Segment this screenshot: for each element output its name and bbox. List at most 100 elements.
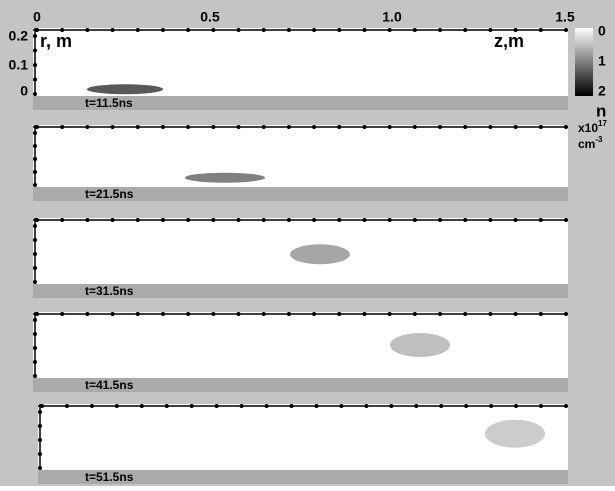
tick-dot (211, 218, 216, 222)
tick-dot (38, 452, 42, 456)
tick-dot (110, 312, 115, 316)
tick-dot (312, 28, 317, 32)
tick-dot (33, 332, 37, 336)
tick-dot (564, 404, 568, 408)
tick-dot (362, 218, 367, 222)
tick-dot (186, 218, 191, 222)
tick-dot (110, 125, 115, 129)
tick-dot (38, 424, 42, 428)
tick-dot (488, 28, 493, 32)
tick-dot (33, 318, 37, 322)
tick-dot (33, 63, 37, 67)
tick-dot (264, 404, 269, 408)
tick-dot (236, 125, 241, 129)
tick-dot (60, 125, 65, 129)
tick-dot (164, 404, 169, 408)
colorbar-tick: 1 (598, 53, 606, 69)
tick-dot (135, 312, 140, 316)
tick-dot (337, 125, 342, 129)
tick-dot (261, 125, 266, 129)
tick-dot (33, 48, 37, 53)
tick-dot (387, 125, 392, 129)
colorbar-label: n (596, 101, 606, 120)
tick-dot (364, 404, 369, 408)
tick-dot (239, 404, 244, 408)
tick-dot (362, 312, 367, 316)
tick-dot (33, 77, 37, 82)
tick-dot (35, 218, 39, 222)
tick-dot (489, 404, 494, 408)
tick-dot (463, 125, 468, 129)
tick-dot (513, 218, 518, 222)
tick-dot (389, 404, 394, 408)
tick-dot (337, 312, 342, 316)
time-label: t=21.5ns (85, 187, 134, 201)
tick-dot (439, 404, 444, 408)
tick-dot (387, 312, 392, 316)
tick-dot (110, 28, 115, 32)
tick-dot (312, 312, 317, 316)
density-blob (290, 244, 350, 265)
tick-dot (211, 312, 216, 316)
tick-dot (236, 312, 241, 316)
tick-dot (261, 312, 266, 316)
tick-dot (33, 131, 37, 135)
tick-dot (564, 28, 568, 32)
tick-dot (186, 28, 191, 32)
tick-dot (33, 183, 37, 187)
tick-dot (89, 404, 94, 408)
tick-dot (513, 125, 518, 129)
tick-dot (114, 404, 119, 408)
tick-dot (38, 466, 42, 470)
tick-dot (488, 312, 493, 316)
tick-dot (564, 125, 568, 129)
tick-dot (339, 404, 344, 408)
z-tick-label: 1.5 (555, 9, 575, 25)
r-tick-label: 0 (20, 83, 28, 99)
tick-dot (463, 218, 468, 222)
tick-dot (160, 125, 165, 129)
tick-dot (85, 28, 90, 32)
tick-dot (135, 125, 140, 129)
tick-dot (538, 218, 543, 222)
colorbar (575, 28, 593, 96)
tick-dot (186, 125, 191, 129)
label-band (33, 187, 568, 201)
tick-dot (33, 157, 37, 161)
tick-dot (387, 28, 392, 32)
tick-dot (513, 28, 518, 32)
r-tick-label: 0.1 (9, 57, 29, 73)
r-axis-label: r, m (40, 31, 72, 51)
tick-dot (211, 28, 216, 32)
tick-dot (463, 312, 468, 316)
tick-dot (464, 404, 469, 408)
r-tick-label: 0.2 (9, 28, 29, 44)
tick-dot (438, 218, 443, 222)
z-axis-label: z,m (494, 31, 524, 51)
tick-dot (488, 218, 493, 222)
tick-dot (38, 410, 42, 414)
tick-dot (160, 312, 165, 316)
tick-dot (33, 346, 37, 350)
tick-dot (214, 404, 219, 408)
panel (33, 125, 568, 187)
tick-dot (539, 404, 544, 408)
panel (38, 404, 568, 470)
tick-dot (33, 144, 37, 148)
tick-dot (261, 28, 266, 32)
tick-dot (514, 404, 519, 408)
tick-dot (33, 252, 37, 256)
tick-dot (564, 218, 568, 222)
unit-base: x10 (578, 121, 598, 135)
tick-dot (33, 238, 37, 242)
colorbar-unit: cm-3 (578, 135, 603, 151)
tick-dot (564, 312, 568, 316)
tick-dot (135, 28, 140, 32)
density-blob (87, 84, 163, 95)
tick-dot (186, 312, 191, 316)
tick-dot (286, 125, 291, 129)
colorbar-tick: 2 (598, 83, 606, 99)
tick-dot (289, 404, 294, 408)
tick-dot (314, 404, 319, 408)
